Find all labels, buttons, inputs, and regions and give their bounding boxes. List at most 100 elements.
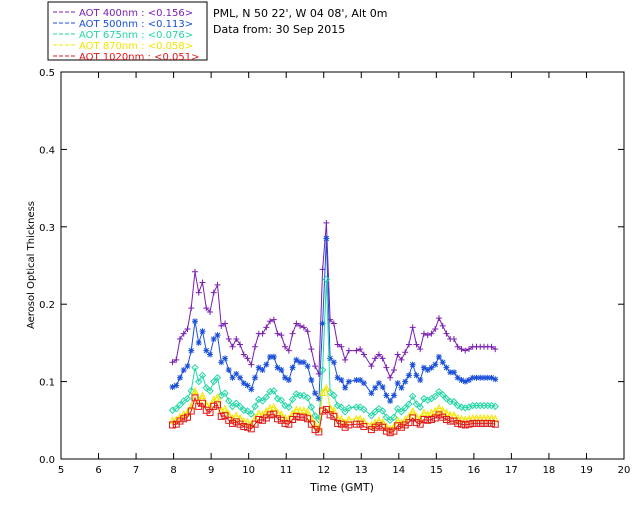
point-500nm xyxy=(417,377,424,384)
point-1020nm xyxy=(341,423,349,431)
point-1020nm xyxy=(360,422,368,430)
point-1020nm xyxy=(259,416,267,424)
point-675nm xyxy=(393,404,402,413)
point-1020nm xyxy=(439,413,447,421)
point-400nm xyxy=(252,343,259,350)
point-1020nm xyxy=(202,406,210,414)
point-675nm xyxy=(401,404,409,412)
point-400nm xyxy=(413,341,420,348)
point-1020nm xyxy=(217,412,225,420)
point-675nm xyxy=(341,408,349,416)
point-675nm xyxy=(386,416,394,425)
point-400nm xyxy=(454,343,461,350)
legend-entry: AOT 500nm : <0.113> xyxy=(79,19,193,30)
point-1020nm xyxy=(214,401,222,409)
series-diamond xyxy=(168,275,499,425)
y-axis-label: Aerosol Optical Thickness xyxy=(26,201,37,329)
point-400nm xyxy=(233,336,240,343)
point-1020nm xyxy=(191,394,199,402)
site-line: PML, N 50 22', W 04 08', Alt 0m xyxy=(213,7,387,20)
point-1020nm xyxy=(488,419,496,427)
point-500nm xyxy=(289,364,296,371)
point-675nm xyxy=(307,403,316,411)
point-400nm xyxy=(225,336,232,343)
point-400nm xyxy=(424,332,431,339)
point-400nm xyxy=(357,346,364,353)
point-1020nm xyxy=(206,409,214,417)
point-870nm xyxy=(333,413,342,422)
point-500nm xyxy=(169,384,176,391)
point-400nm xyxy=(394,351,401,358)
point-500nm xyxy=(481,374,488,381)
point-400nm xyxy=(390,366,397,373)
point-675nm xyxy=(191,363,199,372)
point-870nm xyxy=(213,392,222,401)
point-400nm xyxy=(195,289,202,296)
point-1020nm xyxy=(397,423,405,431)
point-870nm xyxy=(221,404,229,413)
y-tick-label: 0.1 xyxy=(39,378,55,389)
point-400nm xyxy=(188,305,195,312)
legend-entry: AOT 400nm : <0.156> xyxy=(79,8,193,19)
point-870nm xyxy=(300,406,308,414)
point-400nm xyxy=(244,355,251,362)
point-675nm xyxy=(262,393,271,401)
point-675nm xyxy=(277,396,286,404)
point-400nm xyxy=(353,347,360,354)
point-675nm xyxy=(337,403,346,411)
point-400nm xyxy=(184,325,191,332)
point-1020nm xyxy=(296,413,304,421)
point-500nm xyxy=(255,364,262,371)
point-400nm xyxy=(398,356,405,363)
point-500nm xyxy=(282,374,289,381)
point-675nm xyxy=(187,387,195,395)
point-1020nm xyxy=(442,416,450,424)
x-tick-label: 13 xyxy=(355,465,368,476)
point-500nm xyxy=(300,359,307,366)
point-500nm xyxy=(450,369,457,376)
point-500nm xyxy=(244,382,251,389)
point-870nm xyxy=(303,407,312,416)
point-1020nm xyxy=(352,420,360,428)
point-675nm xyxy=(221,389,229,397)
point-1020nm xyxy=(416,420,424,428)
point-500nm xyxy=(368,390,375,397)
point-400nm xyxy=(379,355,386,362)
point-500nm xyxy=(293,356,300,363)
point-400nm xyxy=(285,347,292,354)
point-1020nm xyxy=(285,420,293,428)
point-400nm xyxy=(330,320,337,327)
point-500nm xyxy=(319,320,326,327)
point-675nm xyxy=(378,407,387,415)
point-1020nm xyxy=(469,419,477,427)
point-675nm xyxy=(258,397,267,405)
point-1020nm xyxy=(281,419,289,427)
point-500nm xyxy=(188,347,195,354)
point-400nm xyxy=(405,341,412,348)
point-500nm xyxy=(207,351,214,358)
point-675nm xyxy=(300,391,308,400)
point-500nm xyxy=(252,374,259,381)
point-500nm xyxy=(323,235,330,242)
point-675nm xyxy=(243,407,252,415)
x-tick-label: 8 xyxy=(170,465,176,476)
point-1020nm xyxy=(307,420,315,428)
point-870nm xyxy=(296,406,304,414)
point-400nm xyxy=(173,356,180,363)
point-1020nm xyxy=(450,417,458,425)
point-870nm xyxy=(292,405,301,413)
point-500nm xyxy=(267,353,274,360)
point-500nm xyxy=(278,366,285,373)
point-675nm xyxy=(390,413,398,421)
point-1020nm xyxy=(465,420,473,428)
point-400nm xyxy=(315,370,322,377)
point-1020nm xyxy=(334,419,342,427)
point-870nm xyxy=(390,422,398,430)
point-400nm xyxy=(274,330,281,337)
point-870nm xyxy=(438,406,447,414)
point-500nm xyxy=(237,374,244,381)
legend-frame xyxy=(47,1,208,61)
x-tick-label: 19 xyxy=(580,465,593,476)
point-1020nm xyxy=(199,399,207,407)
point-500nm xyxy=(240,380,247,387)
